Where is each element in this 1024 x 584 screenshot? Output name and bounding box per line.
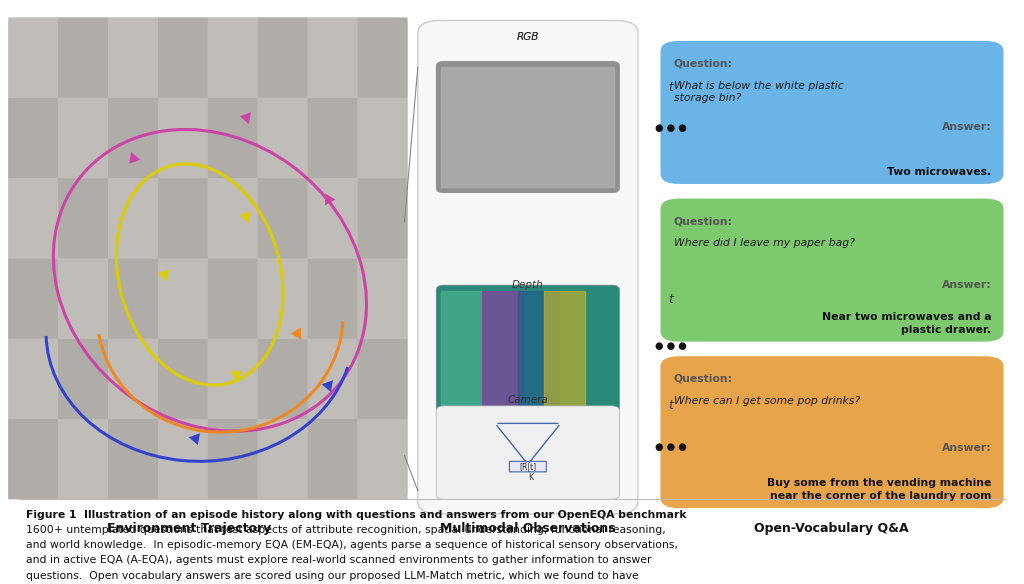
- FancyBboxPatch shape: [8, 98, 58, 178]
- FancyBboxPatch shape: [58, 259, 109, 339]
- FancyBboxPatch shape: [58, 98, 109, 178]
- Text: and in active EQA (A-EQA), agents must explore real-world scanned environments t: and in active EQA (A-EQA), agents must e…: [26, 555, 651, 565]
- FancyBboxPatch shape: [357, 178, 408, 258]
- Text: [R|t]
   K: [R|t] K: [519, 463, 537, 482]
- FancyBboxPatch shape: [8, 18, 408, 499]
- Text: 1600+ untemplated questions that test aspects of attribute recognition, spatial : 1600+ untemplated questions that test as…: [26, 525, 666, 535]
- FancyBboxPatch shape: [307, 339, 357, 419]
- FancyBboxPatch shape: [357, 18, 408, 98]
- Text: Environment Trajectory: Environment Trajectory: [108, 522, 271, 535]
- Text: t: t: [669, 399, 673, 412]
- Text: Two microwaves.: Two microwaves.: [887, 167, 991, 177]
- FancyBboxPatch shape: [208, 18, 258, 98]
- FancyBboxPatch shape: [109, 18, 158, 98]
- FancyBboxPatch shape: [158, 419, 208, 499]
- FancyBboxPatch shape: [307, 18, 357, 98]
- Text: Question:: Question:: [674, 58, 733, 68]
- FancyBboxPatch shape: [208, 339, 258, 419]
- FancyBboxPatch shape: [258, 178, 308, 258]
- FancyBboxPatch shape: [436, 406, 620, 499]
- Text: RGB: RGB: [517, 32, 539, 42]
- FancyBboxPatch shape: [258, 259, 308, 339]
- Text: t: t: [669, 81, 673, 94]
- Text: Open-Vocabulary Q&A: Open-Vocabulary Q&A: [754, 522, 909, 535]
- FancyBboxPatch shape: [109, 419, 158, 499]
- Text: Multimodal Observations: Multimodal Observations: [439, 522, 615, 535]
- Text: ● ● ●: ● ● ●: [654, 123, 687, 134]
- Text: Figure 1  Illustration of an episode history along with questions and answers fr: Figure 1 Illustration of an episode hist…: [26, 510, 686, 520]
- FancyBboxPatch shape: [8, 178, 58, 258]
- FancyBboxPatch shape: [307, 259, 357, 339]
- FancyBboxPatch shape: [158, 178, 208, 258]
- Text: t: t: [669, 293, 673, 306]
- FancyBboxPatch shape: [158, 18, 208, 98]
- FancyBboxPatch shape: [258, 339, 308, 419]
- FancyBboxPatch shape: [58, 339, 109, 419]
- Text: RGB: RGB: [517, 32, 539, 42]
- FancyBboxPatch shape: [58, 18, 109, 98]
- FancyBboxPatch shape: [208, 98, 258, 178]
- FancyBboxPatch shape: [158, 339, 208, 419]
- FancyBboxPatch shape: [208, 259, 258, 339]
- FancyBboxPatch shape: [58, 178, 109, 258]
- Text: ● ● ●: ● ● ●: [654, 442, 687, 452]
- FancyBboxPatch shape: [509, 461, 547, 472]
- FancyBboxPatch shape: [307, 98, 357, 178]
- FancyBboxPatch shape: [258, 98, 308, 178]
- Text: Where can I get some pop drinks?: Where can I get some pop drinks?: [674, 396, 860, 406]
- FancyBboxPatch shape: [357, 259, 408, 339]
- FancyBboxPatch shape: [307, 178, 357, 258]
- Text: Answer:: Answer:: [941, 443, 991, 453]
- FancyBboxPatch shape: [436, 285, 620, 413]
- Text: Where did I leave my paper bag?: Where did I leave my paper bag?: [674, 238, 855, 248]
- Text: and world knowledge.  In episodic-memory EQA (EM-EQA), agents parse a sequence o: and world knowledge. In episodic-memory …: [26, 540, 678, 550]
- FancyBboxPatch shape: [357, 419, 408, 499]
- FancyBboxPatch shape: [8, 419, 58, 499]
- Text: Buy some from the vending machine
near the corner of the laundry room: Buy some from the vending machine near t…: [767, 478, 991, 501]
- Text: Camera: Camera: [508, 395, 548, 405]
- FancyBboxPatch shape: [109, 178, 158, 258]
- Text: Near two microwaves and a
plastic drawer.: Near two microwaves and a plastic drawer…: [821, 312, 991, 335]
- Text: Question:: Question:: [674, 374, 733, 384]
- FancyBboxPatch shape: [357, 98, 408, 178]
- FancyBboxPatch shape: [258, 18, 308, 98]
- FancyBboxPatch shape: [436, 61, 620, 193]
- FancyBboxPatch shape: [58, 419, 109, 499]
- FancyBboxPatch shape: [660, 356, 1004, 508]
- FancyBboxPatch shape: [8, 18, 58, 98]
- FancyBboxPatch shape: [208, 178, 258, 258]
- FancyBboxPatch shape: [8, 339, 58, 419]
- FancyBboxPatch shape: [208, 419, 258, 499]
- FancyBboxPatch shape: [158, 259, 208, 339]
- FancyBboxPatch shape: [8, 259, 58, 339]
- FancyBboxPatch shape: [109, 259, 158, 339]
- Text: Answer:: Answer:: [941, 123, 991, 133]
- FancyBboxPatch shape: [307, 419, 357, 499]
- Text: Depth: Depth: [512, 280, 544, 290]
- Text: Answer:: Answer:: [941, 280, 991, 290]
- Text: What is below the white plastic
storage bin?: What is below the white plastic storage …: [674, 81, 844, 103]
- FancyBboxPatch shape: [418, 20, 638, 514]
- FancyBboxPatch shape: [258, 419, 308, 499]
- FancyBboxPatch shape: [109, 98, 158, 178]
- Text: Question:: Question:: [674, 216, 733, 226]
- FancyBboxPatch shape: [357, 339, 408, 419]
- FancyBboxPatch shape: [158, 98, 208, 178]
- FancyBboxPatch shape: [109, 339, 158, 419]
- FancyBboxPatch shape: [660, 41, 1004, 184]
- FancyBboxPatch shape: [660, 199, 1004, 342]
- Text: ● ● ●: ● ● ●: [654, 342, 687, 352]
- Text: questions.  Open vocabulary answers are scored using our proposed LLM-Match metr: questions. Open vocabulary answers are s…: [26, 571, 638, 580]
